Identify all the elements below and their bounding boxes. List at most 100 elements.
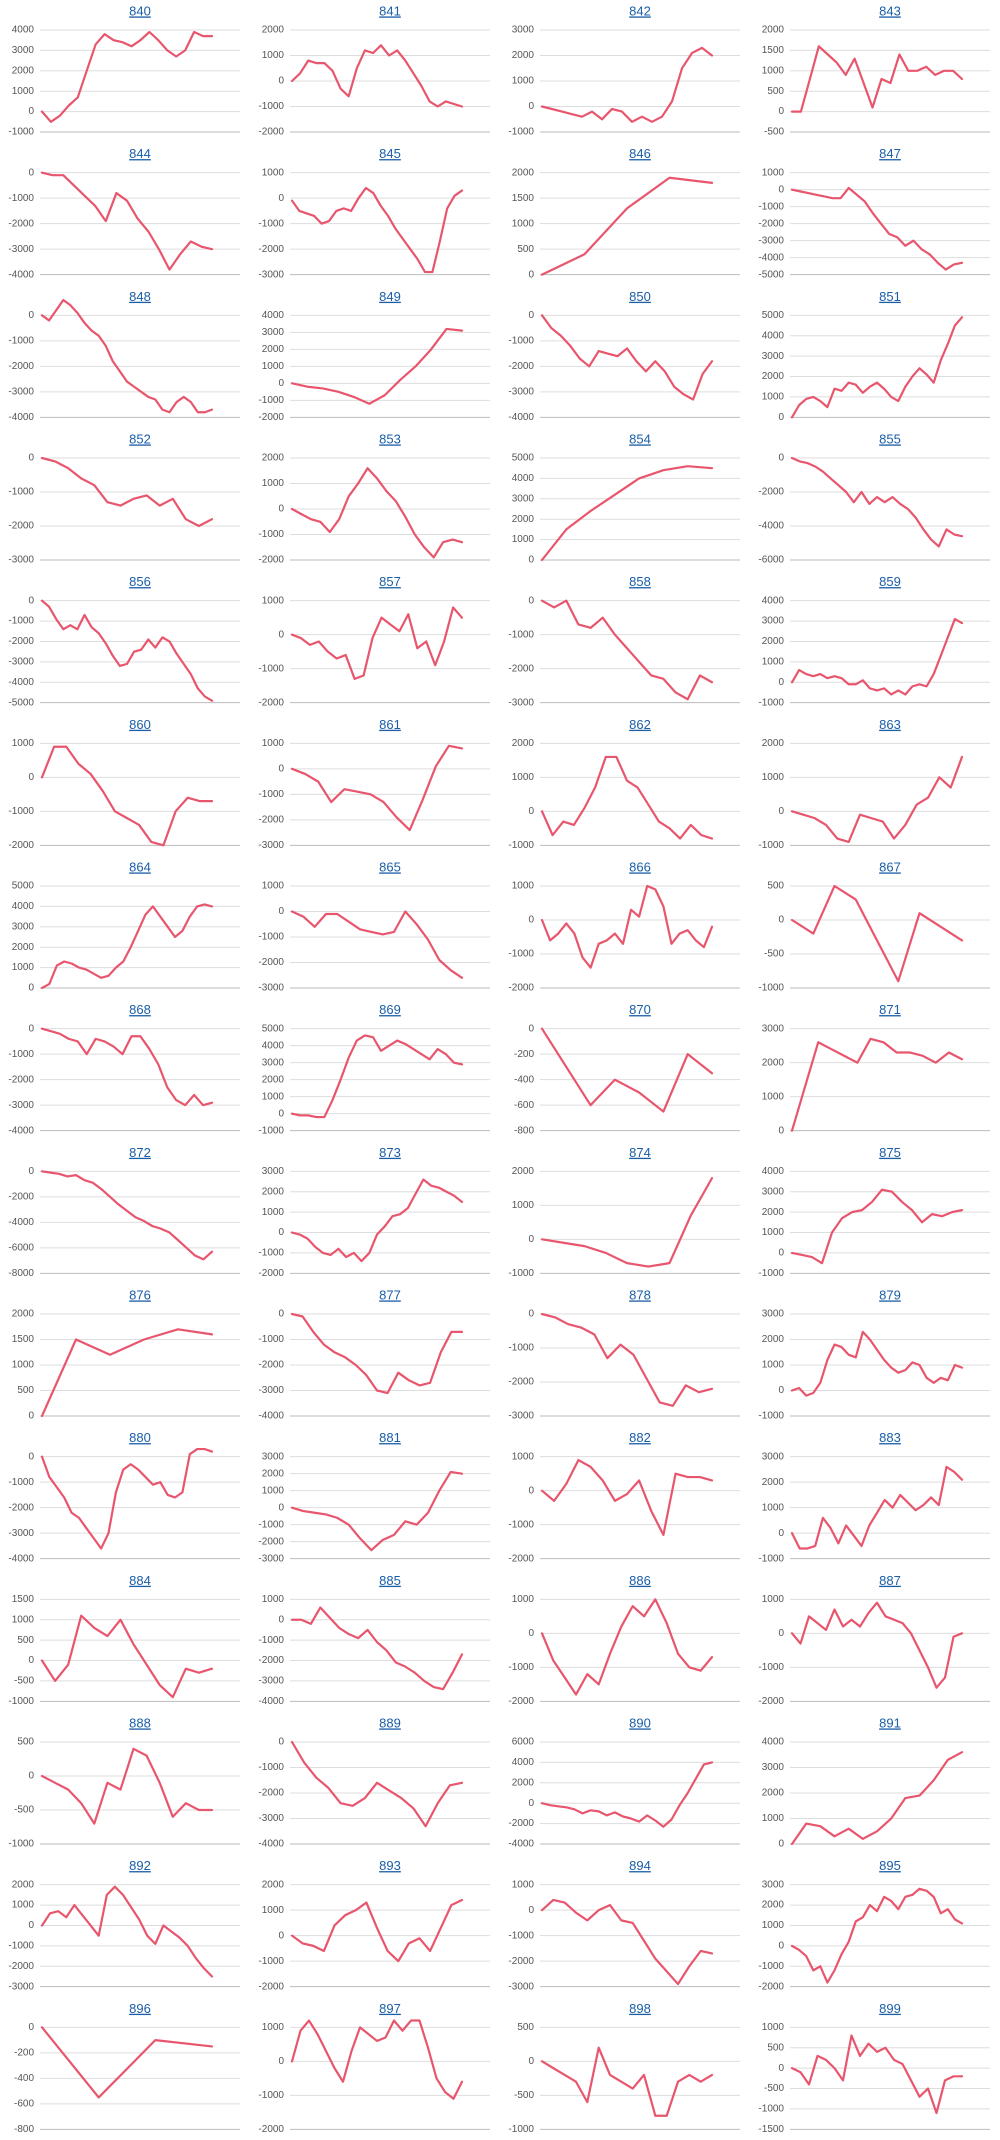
chart-title[interactable]: 867 bbox=[879, 859, 901, 874]
chart: 852 -3000 -2000 -1000 0 bbox=[8, 431, 240, 566]
y-tick-label: -4000 bbox=[8, 1217, 34, 1228]
y-tick-label: 4000 bbox=[262, 310, 285, 321]
chart-title[interactable]: 857 bbox=[379, 574, 401, 589]
chart: 873 -2000 -1000 0 1000 2000 3000 bbox=[258, 1145, 490, 1279]
chart-title[interactable]: 886 bbox=[629, 1573, 651, 1588]
y-tick-label: 3000 bbox=[12, 921, 35, 932]
chart-title[interactable]: 841 bbox=[379, 3, 401, 18]
chart-title[interactable]: 847 bbox=[879, 146, 901, 161]
chart-title[interactable]: 897 bbox=[379, 2001, 401, 2016]
chart-title[interactable]: 866 bbox=[629, 859, 651, 874]
chart-title[interactable]: 899 bbox=[879, 2001, 901, 2016]
chart-title[interactable]: 880 bbox=[129, 1430, 151, 1445]
data-line bbox=[40, 903, 214, 990]
chart-title[interactable]: 848 bbox=[129, 289, 151, 304]
chart-title[interactable]: 843 bbox=[879, 3, 901, 18]
chart-title[interactable]: 872 bbox=[129, 1145, 151, 1160]
chart-title[interactable]: 845 bbox=[379, 146, 401, 161]
y-tick-label: -1000 bbox=[758, 1662, 784, 1673]
chart: 897 -2000 -1000 0 1000 bbox=[258, 2001, 490, 2135]
y-tick-label: -500 bbox=[514, 2090, 534, 2101]
chart-title[interactable]: 885 bbox=[379, 1573, 401, 1588]
chart-title[interactable]: 878 bbox=[629, 1287, 651, 1302]
chart-title[interactable]: 882 bbox=[629, 1430, 651, 1445]
chart-title[interactable]: 883 bbox=[879, 1430, 901, 1445]
y-tick-label: -1000 bbox=[258, 1635, 284, 1646]
y-tick-label: 1500 bbox=[512, 193, 535, 204]
y-tick-label: -2000 bbox=[508, 1818, 534, 1829]
y-tick-label: 0 bbox=[278, 193, 284, 204]
chart-title[interactable]: 891 bbox=[879, 1715, 901, 1730]
chart-title[interactable]: 881 bbox=[379, 1430, 401, 1445]
chart-title[interactable]: 870 bbox=[629, 1002, 651, 1017]
y-tick-label: 2000 bbox=[262, 1186, 285, 1197]
y-tick-label: 500 bbox=[517, 244, 534, 255]
chart-title[interactable]: 889 bbox=[379, 1715, 401, 1730]
data-line bbox=[290, 744, 464, 832]
chart-title[interactable]: 898 bbox=[629, 2001, 651, 2016]
chart-title[interactable]: 869 bbox=[379, 1002, 401, 1017]
chart-title[interactable]: 890 bbox=[629, 1715, 651, 1730]
y-tick-label: -3000 bbox=[8, 244, 34, 255]
chart-title[interactable]: 896 bbox=[129, 2001, 151, 2016]
chart-title[interactable]: 851 bbox=[879, 289, 901, 304]
chart-title[interactable]: 876 bbox=[129, 1287, 151, 1302]
y-tick-label: 1000 bbox=[512, 1451, 535, 1462]
y-tick-label: -2000 bbox=[258, 412, 284, 423]
chart: 859 -1000 0 1000 2000 3000 4000 bbox=[758, 574, 990, 708]
chart-title[interactable]: 852 bbox=[129, 431, 151, 446]
chart: 883 -1000 0 1000 2000 3000 bbox=[758, 1430, 990, 1564]
y-tick-label: 500 bbox=[767, 86, 784, 97]
chart-title[interactable]: 892 bbox=[129, 1858, 151, 1873]
chart-title[interactable]: 888 bbox=[129, 1715, 151, 1730]
chart-title[interactable]: 856 bbox=[129, 574, 151, 589]
y-tick-label: -5000 bbox=[758, 269, 784, 280]
chart-title[interactable]: 868 bbox=[129, 1002, 151, 1017]
y-tick-label: -1000 bbox=[258, 1125, 284, 1136]
chart-title[interactable]: 877 bbox=[379, 1287, 401, 1302]
y-tick-label: 2000 bbox=[512, 514, 535, 525]
chart-title[interactable]: 860 bbox=[129, 717, 151, 732]
y-tick-label: -500 bbox=[14, 1805, 34, 1816]
y-tick-label: -3000 bbox=[258, 269, 284, 280]
y-tick-label: 0 bbox=[528, 1023, 534, 1034]
chart-title[interactable]: 854 bbox=[629, 431, 651, 446]
y-tick-label: 1000 bbox=[512, 1200, 535, 1211]
chart-title[interactable]: 859 bbox=[879, 574, 901, 589]
chart-title[interactable]: 844 bbox=[129, 146, 151, 161]
y-tick-label: -1000 bbox=[508, 1519, 534, 1530]
chart-title[interactable]: 858 bbox=[629, 574, 651, 589]
y-tick-label: 5000 bbox=[12, 881, 35, 892]
chart-title[interactable]: 846 bbox=[629, 146, 651, 161]
chart-title[interactable]: 887 bbox=[879, 1573, 901, 1588]
chart-title[interactable]: 884 bbox=[129, 1573, 151, 1588]
chart-title[interactable]: 895 bbox=[879, 1858, 901, 1873]
chart-title[interactable]: 871 bbox=[879, 1002, 901, 1017]
chart-title[interactable]: 875 bbox=[879, 1145, 901, 1160]
chart-title[interactable]: 853 bbox=[379, 431, 401, 446]
chart: 856 -5000 -4000 -3000 -2000 -1000 0 bbox=[8, 574, 240, 708]
y-tick-label: 3000 bbox=[762, 1309, 785, 1320]
chart-title[interactable]: 861 bbox=[379, 717, 401, 732]
chart-title[interactable]: 855 bbox=[879, 431, 901, 446]
data-line bbox=[540, 1458, 714, 1536]
y-tick-label: 1000 bbox=[512, 534, 535, 545]
chart-title[interactable]: 874 bbox=[629, 1145, 651, 1160]
chart: 874 -1000 0 1000 2000 bbox=[508, 1145, 740, 1279]
y-tick-label: -2000 bbox=[258, 244, 284, 255]
chart-title[interactable]: 840 bbox=[129, 3, 151, 18]
chart-title[interactable]: 864 bbox=[129, 859, 151, 874]
chart-title[interactable]: 893 bbox=[379, 1858, 401, 1873]
chart-title[interactable]: 865 bbox=[379, 859, 401, 874]
y-tick-label: -2000 bbox=[8, 361, 34, 372]
chart: 842 -1000 0 1000 2000 3000 bbox=[508, 3, 740, 138]
chart-title[interactable]: 850 bbox=[629, 289, 651, 304]
chart-title[interactable]: 894 bbox=[629, 1858, 651, 1873]
chart: 865 -3000 -2000 -1000 0 1000 bbox=[258, 859, 490, 994]
chart-title[interactable]: 879 bbox=[879, 1287, 901, 1302]
chart-title[interactable]: 842 bbox=[629, 3, 651, 18]
chart-title[interactable]: 849 bbox=[379, 289, 401, 304]
chart-title[interactable]: 863 bbox=[879, 717, 901, 732]
chart-title[interactable]: 862 bbox=[629, 717, 651, 732]
chart-title[interactable]: 873 bbox=[379, 1145, 401, 1160]
